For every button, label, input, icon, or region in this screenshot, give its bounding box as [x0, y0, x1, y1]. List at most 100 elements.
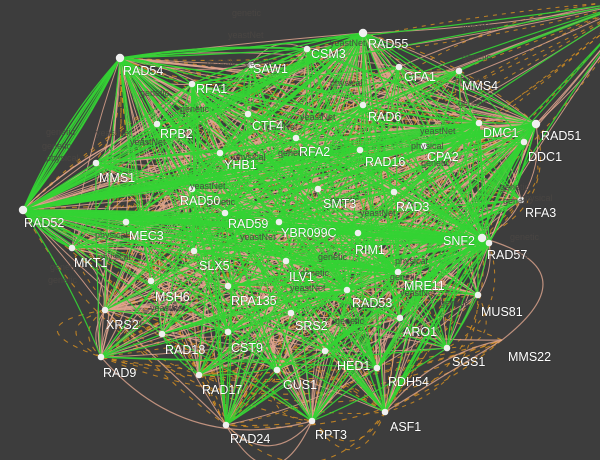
graph-node-rfa2[interactable]: [292, 134, 300, 142]
graph-edge: [311, 411, 386, 442]
graph-node-rad50[interactable]: [188, 185, 196, 193]
graph-node-aro1[interactable]: [396, 314, 404, 322]
graph-edge: [384, 339, 503, 413]
graph-node-rad51[interactable]: [531, 119, 541, 129]
graph-edge: [376, 242, 490, 369]
graph-node-xrs2[interactable]: [101, 306, 109, 314]
graph-edge: [311, 123, 537, 422]
graph-node-rad17[interactable]: [195, 371, 203, 379]
graph-node-ddc1[interactable]: [520, 138, 528, 146]
graph-node-rad54[interactable]: [115, 53, 125, 63]
graph-edge: [488, 123, 537, 244]
graph-edge: [227, 66, 400, 287]
graph-edge: [22, 57, 121, 211]
graph-node-gus1[interactable]: [273, 366, 281, 374]
graph-node-saw1[interactable]: [247, 61, 255, 69]
graph-node-rad59[interactable]: [221, 209, 229, 217]
graph-edge: [225, 420, 313, 447]
graph-node-asf1[interactable]: [381, 408, 389, 416]
graph-edge: [311, 145, 425, 422]
graph-edge: [398, 66, 537, 125]
graph-node-rpa135[interactable]: [224, 282, 232, 290]
graph-edge: [311, 237, 483, 422]
graph-edge: [396, 66, 400, 273]
graph-edge: [227, 32, 600, 287]
graph-node-ctf4[interactable]: [244, 110, 252, 118]
graph-edge: [397, 70, 460, 273]
graph-node-gfa1[interactable]: [395, 63, 403, 71]
graph-edge: [22, 57, 121, 211]
graph-edge: [247, 48, 308, 115]
graph-node-snf2[interactable]: [477, 233, 487, 243]
graph-edge: [191, 66, 400, 85]
graph-node-mus81[interactable]: [474, 291, 482, 299]
graph-node-mms4[interactable]: [455, 67, 463, 75]
graph-edge: [22, 209, 386, 413]
graph-node-rdh54[interactable]: [373, 364, 381, 372]
graph-node-ybr099c[interactable]: [275, 218, 283, 226]
graph-node-rad24[interactable]: [222, 421, 230, 429]
graph-edge: [22, 123, 537, 211]
graph-node-mkt1[interactable]: [68, 244, 76, 252]
graph-edge: [100, 32, 364, 358]
graph-edge: [446, 294, 487, 349]
graph-node-mec3[interactable]: [122, 218, 130, 226]
graph-node-hed1[interactable]: [321, 347, 329, 355]
graph-node-cpa2[interactable]: [420, 142, 428, 150]
graph-edge: [22, 209, 490, 244]
graph-node-cst9[interactable]: [224, 328, 232, 336]
graph-edge: [198, 289, 348, 376]
graph-edge: [362, 32, 480, 124]
graph-edge: [272, 369, 313, 422]
graph-edge: [362, 32, 401, 319]
graph-node-srs2[interactable]: [287, 309, 295, 317]
graph-node-mre11[interactable]: [394, 268, 402, 276]
graph-node-sgs1[interactable]: [443, 344, 451, 352]
graph-node-msh6[interactable]: [147, 277, 155, 285]
graph-edge: [198, 289, 348, 376]
graph-node-rpb2[interactable]: [153, 120, 161, 128]
graph-edge: [306, 48, 401, 319]
graph-node-rad52[interactable]: [18, 205, 28, 215]
graph-node-ilv1[interactable]: [282, 257, 290, 265]
graph-edge: [22, 209, 313, 422]
graph-node-mms1[interactable]: [92, 159, 100, 167]
graph-node-smt3[interactable]: [314, 185, 322, 193]
graph-edge: [306, 48, 537, 125]
graph-edge: [191, 66, 400, 87]
graph-edge: [100, 312, 292, 367]
graph-node-dmc1[interactable]: [475, 119, 483, 127]
graph-edge: [22, 209, 399, 273]
graph-node-rad6[interactable]: [359, 101, 367, 109]
graph-edge: [191, 141, 525, 190]
graph-node-rad9[interactable]: [97, 353, 105, 361]
graph-edge: [198, 339, 503, 380]
graph-node-rim1[interactable]: [354, 229, 362, 237]
graph-node-rad55[interactable]: [358, 28, 368, 38]
graph-edge: [22, 122, 480, 211]
graph-edge: [362, 104, 401, 319]
graph-edge: [22, 57, 122, 211]
graph-edge: [324, 289, 348, 352]
graph-edge: [71, 83, 193, 249]
graph-edge: [376, 294, 479, 369]
graph-node-slx5[interactable]: [190, 247, 198, 255]
graph-node-rad16[interactable]: [356, 146, 364, 154]
graph-node-rfa3[interactable]: [517, 196, 525, 204]
graph-node-yhb1[interactable]: [216, 149, 224, 157]
graph-edge: [56, 309, 106, 358]
graph-node-rad57[interactable]: [485, 239, 493, 247]
graph-node-csm3[interactable]: [303, 45, 311, 53]
graph-edge: [191, 13, 600, 190]
graph-edge: [384, 339, 503, 413]
graph-node-rpt3[interactable]: [308, 417, 316, 425]
graph-edge: [311, 237, 483, 422]
graph-edge: [225, 66, 400, 426]
graph-edge: [481, 237, 544, 341]
graph-node-rad53[interactable]: [343, 286, 351, 294]
graph-node-rad3[interactable]: [390, 188, 398, 196]
graph-node-rad18[interactable]: [158, 330, 166, 338]
graph-node-rfa1[interactable]: [188, 80, 196, 88]
graph-edge: [119, 57, 229, 333]
